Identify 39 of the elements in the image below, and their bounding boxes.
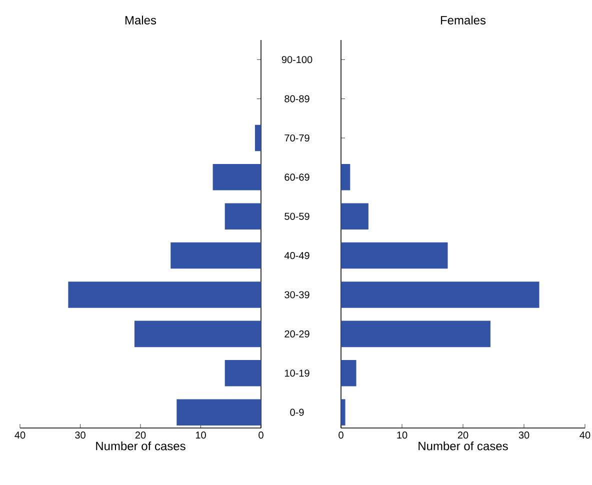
- x-axis-title: Number of cases: [96, 441, 186, 450]
- bar: [224, 203, 261, 230]
- x-tick-label: 10: [397, 432, 408, 439]
- x-tick-label: 10: [196, 432, 206, 439]
- bar: [341, 242, 448, 269]
- bar: [254, 124, 261, 152]
- bar: [341, 203, 368, 230]
- y-tick-label: 20-29: [284, 330, 310, 338]
- bar: [134, 320, 261, 348]
- bar: [68, 282, 261, 308]
- x-tick-label: 20: [135, 432, 146, 439]
- y-tick-label: 0-9: [290, 408, 304, 416]
- y-tick-label: 80-89: [284, 95, 310, 102]
- x-tick-label: 0: [338, 432, 344, 439]
- bar: [224, 360, 261, 386]
- bar: [341, 399, 346, 426]
- y-tick-label: 90-100: [282, 56, 312, 64]
- x-tick-label: 40: [14, 432, 26, 439]
- y-tick-label: 50-59: [284, 212, 310, 220]
- bar: [341, 320, 490, 348]
- y-tick-label: 10-19: [284, 370, 310, 377]
- chart-title: Males: [125, 16, 156, 24]
- x-tick-label: 30: [75, 432, 86, 439]
- bar: [341, 360, 356, 386]
- bar: [341, 282, 540, 308]
- x-tick-label: 40: [580, 432, 590, 439]
- x-tick-label: 0: [258, 432, 264, 439]
- y-tick-label: 70-79: [284, 134, 310, 142]
- chart-title: Females: [440, 16, 486, 24]
- x-tick-label: 30: [518, 432, 530, 439]
- y-tick-label: 40-49: [284, 252, 310, 260]
- y-tick-label: 60-69: [284, 174, 310, 181]
- bar: [176, 399, 261, 426]
- bar: [212, 164, 261, 190]
- x-tick-label: 20: [458, 432, 468, 439]
- y-tick-label: 30-39: [284, 291, 310, 298]
- bar: [341, 164, 350, 190]
- bar: [170, 242, 261, 269]
- x-axis-title: Number of cases: [418, 441, 508, 450]
